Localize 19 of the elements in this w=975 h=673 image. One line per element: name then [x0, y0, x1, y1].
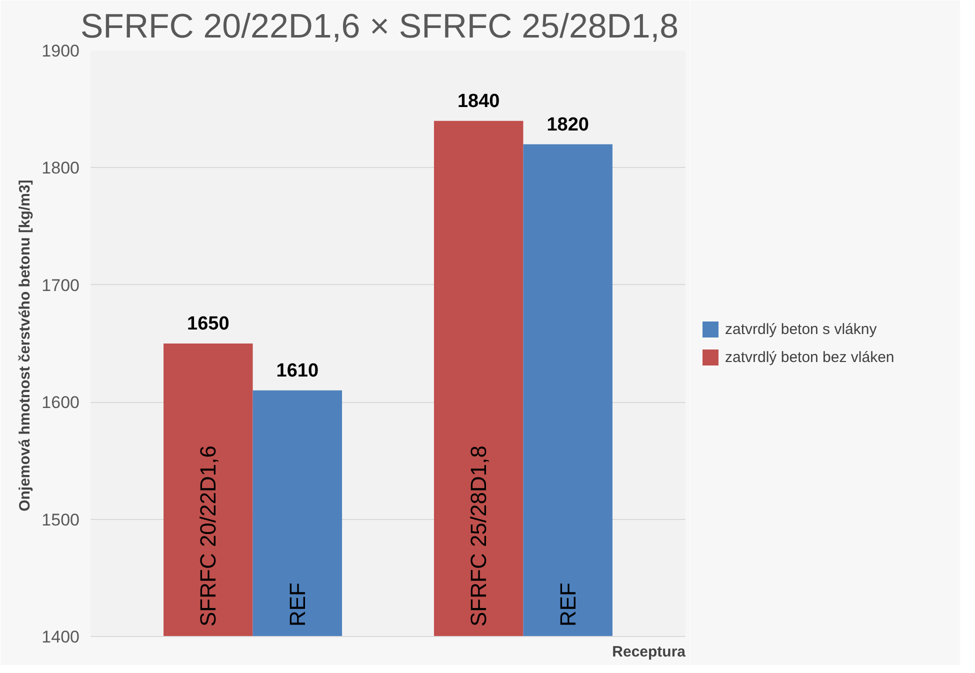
chart-title: SFRFC 20/22D1,6 × SFRFC 25/28D1,8 [80, 8, 679, 46]
annotation: SFRFC 20/22D1,6 [196, 446, 221, 626]
y-tick-label: 1500 [42, 510, 80, 530]
data-label: 1610 [276, 360, 319, 382]
annotation: SFRFC 25/28D1,8 [466, 446, 492, 626]
y-tick-label: 1600 [42, 393, 80, 412]
y-tick-label: 1400 [42, 628, 80, 646]
annotation: REF [284, 582, 310, 626]
y-tick-label: 1700 [42, 276, 80, 295]
data-label: 1840 [457, 90, 500, 112]
x-axis-title: Receptura [612, 644, 686, 660]
y-axis-title: Onjemová hmotnost čerstvého betonu [kg/m3] [16, 180, 34, 512]
legend-label: zatvrdlý beton s vlákny [725, 320, 877, 338]
data-label: 1820 [546, 114, 589, 136]
y-tick-label: 1900 [42, 42, 80, 60]
y-tick-label: 1800 [42, 158, 80, 178]
annotation: REF [555, 582, 580, 626]
data-label: 1650 [187, 314, 230, 334]
legend-label: zatvrdlý beton bez vláken [725, 348, 894, 366]
